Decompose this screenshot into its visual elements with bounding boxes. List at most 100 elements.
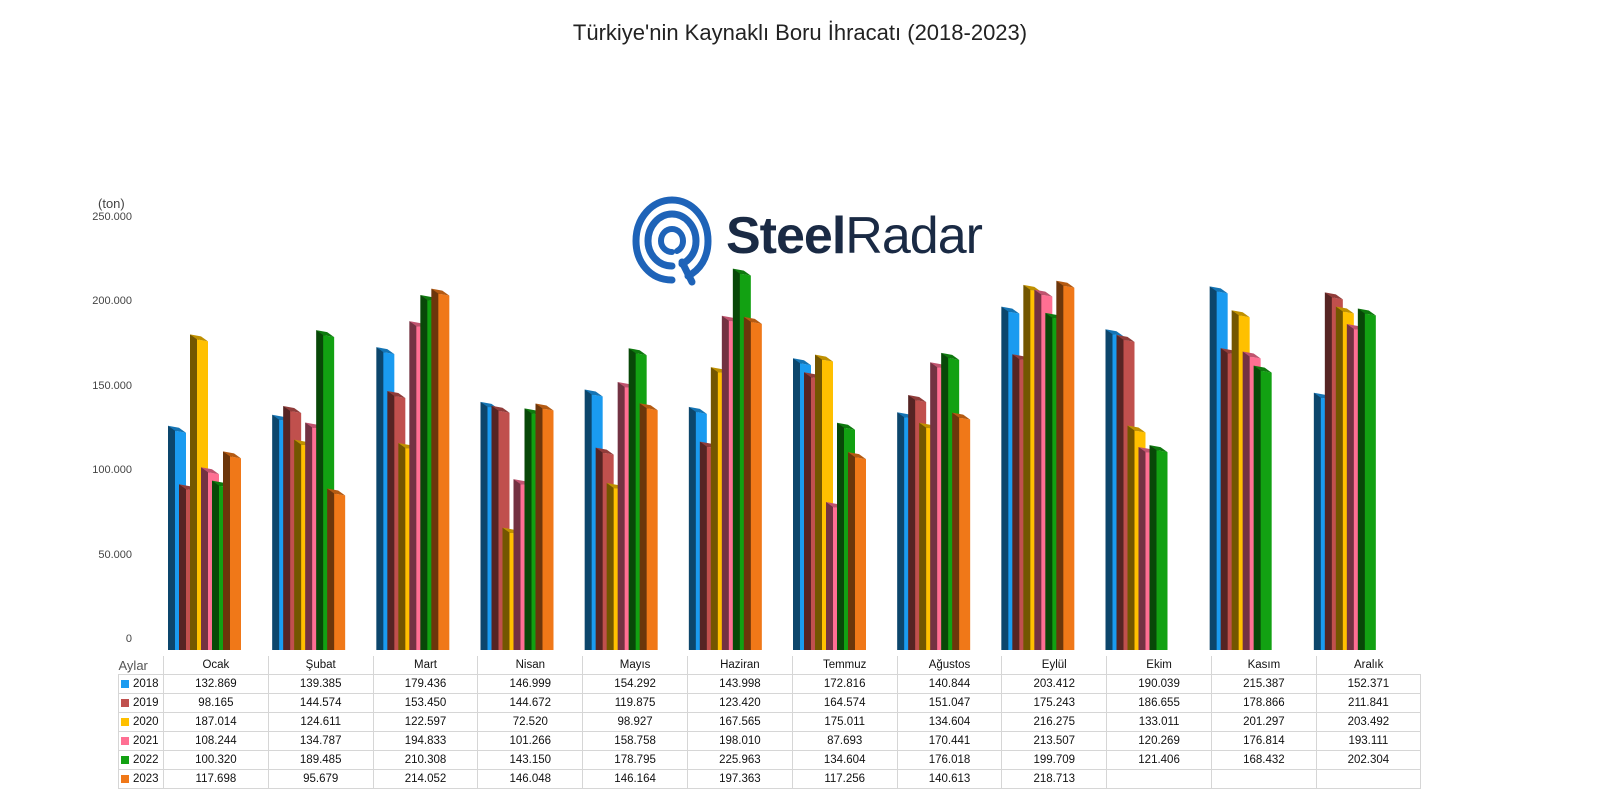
data-label: 158.758 — [582, 731, 688, 751]
bar-top — [793, 358, 811, 366]
data-label: 190.039 — [1106, 674, 1212, 694]
bar-2023-Temmuz — [848, 452, 866, 650]
legend-entry: 2020 — [118, 712, 164, 732]
bar-side — [305, 422, 315, 650]
bar-2023-Ağustos — [952, 412, 971, 650]
data-label: 124.611 — [267, 712, 374, 732]
bar-top — [190, 334, 208, 342]
y-tick-label: 0 — [125, 633, 132, 645]
bar-top — [168, 425, 186, 433]
bar-side — [743, 316, 753, 650]
bar-top — [1324, 292, 1343, 300]
data-label: 199.709 — [1001, 750, 1108, 770]
bar-2023-Mayıs — [639, 403, 658, 650]
bar-side — [837, 422, 846, 650]
x-tick-label: Kasım — [1210, 656, 1317, 675]
radar-icon — [632, 196, 712, 286]
data-label: 132.869 — [163, 674, 269, 694]
legend-key-icon — [121, 774, 129, 783]
data-label: 119.875 — [582, 693, 688, 713]
bar-side — [721, 315, 731, 650]
data-label: 213.507 — [1001, 731, 1108, 751]
legend-key-icon — [121, 755, 129, 764]
data-label: 87.693 — [791, 731, 898, 751]
data-label: 134.604 — [896, 712, 1003, 732]
data-label: 117.256 — [791, 769, 898, 789]
data-label: 189.485 — [267, 750, 374, 770]
data-label: 98.927 — [582, 712, 688, 732]
data-table: Aylar Ocak Şubat Mart Nisan Mayıs Haziran Temmu… — [118, 656, 1422, 789]
legend-key-icon — [121, 698, 129, 707]
legend-key-icon — [121, 717, 129, 726]
data-label: 175.243 — [1001, 693, 1108, 713]
data-label: 197.363 — [686, 769, 793, 789]
data-label: 146.048 — [477, 769, 584, 789]
category-group-6 — [793, 354, 866, 650]
bar-top — [628, 348, 647, 356]
data-label — [1315, 769, 1422, 789]
data-label: 133.011 — [1106, 712, 1212, 732]
data-label: 134.604 — [791, 750, 898, 770]
legend-entry: 2023 — [118, 769, 164, 789]
chart-title: Türkiye'nin Kaynaklı Boru İhracatı (2018… — [572, 20, 1028, 45]
bar-side — [376, 347, 386, 650]
bar-side — [848, 452, 857, 650]
bar-side — [639, 403, 649, 650]
bar-side — [1034, 289, 1044, 650]
bar-top — [535, 403, 554, 411]
category-group-0 — [168, 334, 241, 650]
data-label: 98.165 — [163, 693, 269, 713]
data-label: 176.018 — [896, 750, 1003, 770]
bar-top — [201, 467, 219, 475]
data-label: 154.292 — [582, 674, 688, 694]
bar-top — [1001, 306, 1020, 314]
bar-side — [1209, 286, 1219, 650]
data-label: 225.963 — [686, 750, 793, 770]
data-label: 146.999 — [477, 674, 584, 694]
bar-2023-Haziran — [743, 316, 762, 650]
data-label: 167.565 — [686, 712, 793, 732]
bar-top — [837, 422, 855, 430]
logo-wordmark: SteelRadar — [726, 206, 983, 266]
category-group-10 — [1209, 286, 1272, 650]
x-tick-label: Aralık — [1315, 656, 1421, 675]
bar-side — [908, 395, 918, 650]
bar-side — [1242, 351, 1252, 650]
data-label: 216.275 — [1001, 712, 1108, 732]
legend-label: 2021 — [133, 735, 159, 747]
bar-top — [491, 405, 510, 413]
data-label: 203.492 — [1315, 712, 1422, 732]
bar-side — [897, 412, 907, 650]
data-label: 168.432 — [1210, 750, 1317, 770]
y-tick-label: 150.000 — [92, 379, 132, 392]
bar-side — [1220, 348, 1230, 650]
bar-front — [959, 417, 971, 650]
bar-front — [334, 493, 346, 650]
bar-side — [491, 405, 501, 650]
legend-key-icon — [121, 736, 129, 745]
bar-top — [1127, 425, 1146, 433]
bar-side — [952, 412, 962, 650]
bar-top — [688, 406, 707, 414]
bar-top — [376, 347, 395, 355]
data-label: 134.787 — [267, 731, 374, 751]
bar-side — [420, 295, 430, 650]
bar-side — [688, 406, 698, 650]
bar-side — [699, 441, 709, 650]
bar-side — [941, 352, 951, 650]
bar-top — [1242, 351, 1261, 359]
steelradar-logo: SteelRadar — [632, 196, 983, 288]
x-tick-label: Ocak — [163, 656, 269, 675]
bar-2023-Eylül — [1056, 280, 1075, 650]
table-row: 2022 100.320 189.485 210.308 143.150 178.795 2… — [118, 750, 1422, 770]
bar-top — [952, 412, 971, 420]
logo-steel: Steel — [726, 207, 846, 265]
bar-side — [1335, 306, 1345, 650]
bar-side — [1045, 312, 1055, 650]
bar-side — [524, 408, 534, 650]
category-group-1 — [272, 330, 346, 650]
data-label: 144.672 — [477, 693, 584, 713]
data-label: 140.844 — [896, 674, 1003, 694]
data-label: 164.574 — [791, 693, 898, 713]
